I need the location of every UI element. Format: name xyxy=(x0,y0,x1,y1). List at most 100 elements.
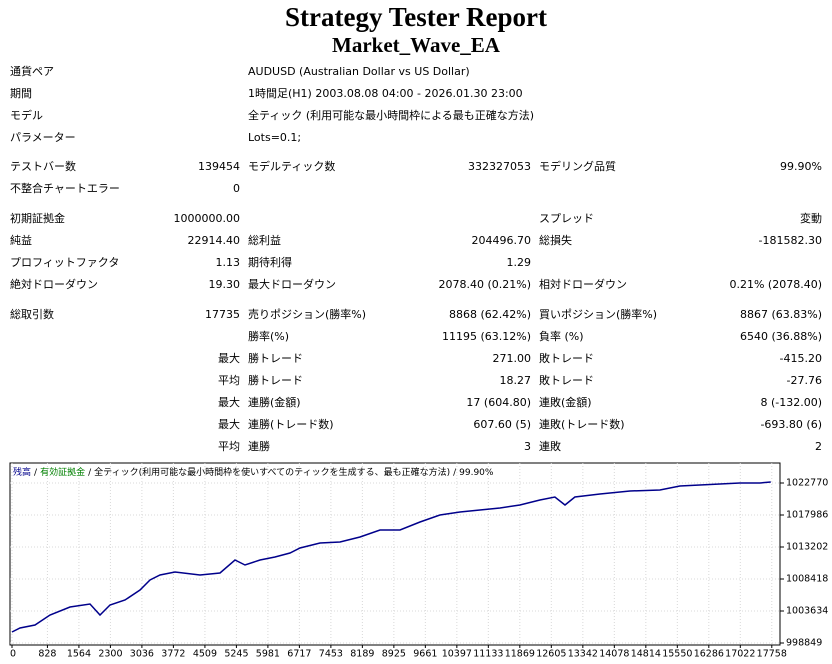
x-tick-label: 3036 xyxy=(130,649,154,660)
stat-label: 買いポジション(勝率%) xyxy=(539,307,657,321)
stat-label: 売りポジション(勝率%) xyxy=(248,307,366,321)
stat-value: 8868 (62.42%) xyxy=(449,308,531,321)
stat-label: 連敗(金額) xyxy=(539,395,592,409)
x-tick-label: 10397 xyxy=(442,649,472,660)
x-tick-label: 16286 xyxy=(694,649,724,660)
x-tick-label: 9661 xyxy=(413,649,437,660)
x-tick-label: 2300 xyxy=(98,649,122,660)
stat-label: モデルティック数 xyxy=(248,159,335,173)
legend-entry: 全ティック(利用可能な最小時間枠を使いすべてのティックを生成する、最も正確な方法… xyxy=(94,466,450,478)
x-tick-label: 8189 xyxy=(350,649,374,660)
legend-entry: 残高 xyxy=(13,466,31,478)
info-label: 期間 xyxy=(10,87,32,100)
stat-value: 22914.40 xyxy=(188,234,241,247)
x-tick-label: 7453 xyxy=(319,649,343,660)
info-value: 全ティック (利用可能な最小時間枠による最も正確な方法) xyxy=(248,108,534,122)
stat-label: 敗トレード xyxy=(539,373,594,387)
y-tick-label: 1008418 xyxy=(786,573,828,584)
legend: 残高 / 有効証拠金 / 全ティック(利用可能な最小時間枠を使いすべてのティックを生成す… xyxy=(13,466,494,478)
info-label: パラメーター xyxy=(10,131,76,144)
x-tick-label: 828 xyxy=(38,649,56,660)
info-value: 1時間足(H1) 2003.08.08 04:00 - 2026.01.30 2… xyxy=(248,87,523,100)
legend-separator: / xyxy=(453,468,457,478)
stat-label: テストバー数 xyxy=(10,160,76,173)
stat-value: 17735 xyxy=(205,308,240,321)
stat-value: 1.13 xyxy=(216,256,241,269)
stat-label: 不整合チャートエラー xyxy=(10,181,120,195)
stat-value: 8 (-132.00) xyxy=(760,396,822,409)
x-tick-label: 12605 xyxy=(536,649,566,660)
x-tick-label: 5981 xyxy=(256,649,280,660)
stat-label: 負率 (%) xyxy=(539,329,584,343)
info-label: 通貨ペア xyxy=(10,64,54,78)
x-tick-label: 8925 xyxy=(382,649,406,660)
stat-value: 139454 xyxy=(198,160,240,173)
stat-value: 変動 xyxy=(800,211,822,225)
stat-label: 敗トレード xyxy=(539,351,594,365)
stat-label: 連勝(トレード数) xyxy=(248,417,334,431)
stat-value: 204496.70 xyxy=(472,234,532,247)
x-tick-label: 15550 xyxy=(662,649,692,660)
stat-value: 99.90% xyxy=(780,160,822,173)
x-tick-label: 5245 xyxy=(224,649,248,660)
legend-entry: 99.90% xyxy=(459,468,494,478)
legend-separator: / xyxy=(34,468,38,478)
x-tick-label: 14078 xyxy=(599,649,629,660)
stat-value: 0.21% (2078.40) xyxy=(729,278,822,291)
stat-value: 1.29 xyxy=(507,256,532,269)
stat-value: 8867 (63.83%) xyxy=(740,308,822,321)
y-tick-label: 1022770 xyxy=(786,477,828,488)
stat-label: 連勝 xyxy=(248,439,270,453)
stat-value: 平均 xyxy=(218,440,240,453)
x-tick-label: 0 xyxy=(10,649,16,660)
chart-frame xyxy=(9,462,781,646)
stat-label: 最大ドローダウン xyxy=(248,277,336,291)
x-tick-label: 17758 xyxy=(757,649,787,660)
stat-value: 1000000.00 xyxy=(174,212,240,225)
stat-value: 最大 xyxy=(218,395,240,409)
stat-value: -181582.30 xyxy=(759,234,822,247)
stat-value: 最大 xyxy=(218,417,240,431)
stat-value: 3 xyxy=(524,440,531,453)
y-tick-label: 998849 xyxy=(786,638,822,649)
y-tick-label: 1017986 xyxy=(786,509,828,520)
stat-label: 総損失 xyxy=(539,233,572,247)
stat-label: 相対ドローダウン xyxy=(539,277,627,291)
stat-label: 勝トレード xyxy=(248,351,303,365)
x-tick-label: 3772 xyxy=(161,649,185,660)
x-tick-label: 11869 xyxy=(505,649,535,660)
info-value: Lots=0.1; xyxy=(248,131,301,144)
stat-label: 純益 xyxy=(10,233,32,247)
x-tick-label: 17022 xyxy=(725,649,755,660)
balance-line xyxy=(11,481,771,633)
stat-value: 最大 xyxy=(218,351,240,365)
y-tick-label: 1013202 xyxy=(786,541,828,552)
stat-label: 連敗(トレード数) xyxy=(539,417,625,431)
stat-label: 勝率(%) xyxy=(248,329,289,343)
stat-value: 2078.40 (0.21%) xyxy=(438,278,531,291)
stat-value: 332327053 xyxy=(468,160,531,173)
stat-value: 2 xyxy=(815,440,822,453)
stat-value: 17 (604.80) xyxy=(466,396,531,409)
x-tick-label: 1564 xyxy=(67,649,91,660)
legend-separator: / xyxy=(88,468,92,478)
stat-value: 11195 (63.12%) xyxy=(442,330,531,343)
stat-label: 絶対ドローダウン xyxy=(10,277,98,291)
stat-value: -27.76 xyxy=(787,374,822,387)
stat-label: プロフィットファクタ xyxy=(10,256,119,269)
stat-value: -693.80 (6) xyxy=(760,418,822,431)
stat-label: 連敗 xyxy=(539,439,561,453)
stat-label: 連勝(金額) xyxy=(248,395,301,409)
report-subtitle: Market_Wave_EA xyxy=(332,33,501,57)
stat-value: 平均 xyxy=(218,374,240,387)
x-tick-label: 11133 xyxy=(473,649,503,660)
legend-entry: 有効証拠金 xyxy=(40,466,85,478)
x-tick-label: 13342 xyxy=(568,649,598,660)
x-tick-label: 6717 xyxy=(287,649,311,660)
stat-value: 271.00 xyxy=(493,352,532,365)
stat-label: スプレッド xyxy=(539,212,594,225)
x-tick-label: 14814 xyxy=(631,649,661,660)
stat-label: 総取引数 xyxy=(10,307,54,321)
stat-value: 6540 (36.88%) xyxy=(740,330,822,343)
